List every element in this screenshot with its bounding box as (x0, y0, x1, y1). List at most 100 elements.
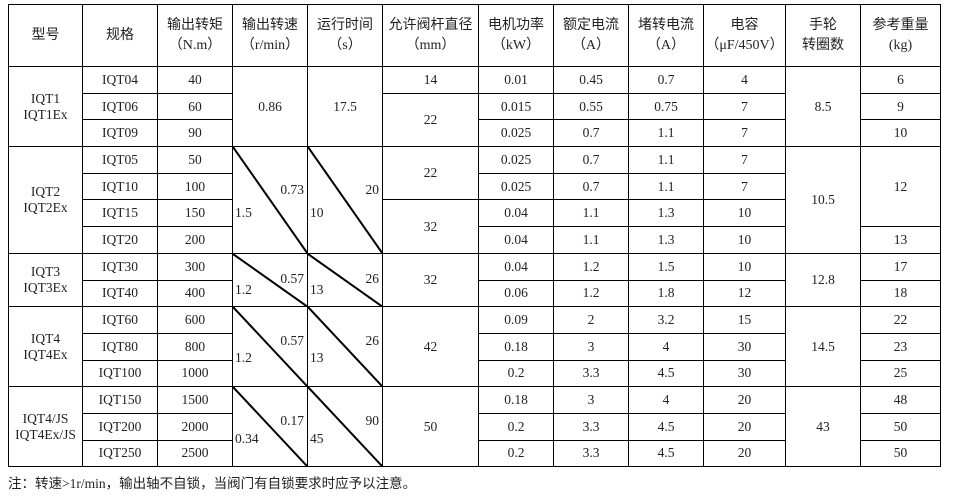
stall-current-cell: 1.1 (628, 172, 704, 201)
model-cell: IQT3 IQT3Ex (8, 252, 83, 308)
power-cell: 0.04 (478, 252, 554, 281)
capacitor-cell: 10 (703, 199, 786, 228)
diagonal-line (308, 254, 382, 306)
rated-current-cell: 1.1 (553, 226, 629, 254)
header-row: 型号 规格 输出转矩 （N.m） 输出转速 （r/min） 运行时间 （s） 允许阀杆直径 （mm… (8, 4, 941, 67)
stall-current-cell: 4 (628, 386, 704, 414)
weight-cell: 22 (860, 306, 941, 334)
header-model: 型号 (8, 4, 83, 67)
torque-cell: 300 (157, 252, 233, 281)
handwheel-turns-cell: 14.5 (785, 306, 861, 388)
table-row: IQT100 1000 0.2 3.3 4.5 30 25 (9, 359, 941, 388)
stall-current-cell: 1.1 (628, 146, 704, 174)
diameter-cell: 32 (382, 252, 479, 308)
header-weight: 参考重量 (kg) (860, 4, 941, 67)
diagonal-divider (308, 147, 382, 253)
header-label: 型号 (31, 27, 60, 43)
range-high-value: 26 (365, 333, 380, 349)
rated-current-cell: 1.1 (553, 199, 629, 228)
power-cell: 0.06 (478, 279, 554, 308)
power-cell: 0.01 (478, 66, 554, 94)
rated-current-cell: 3 (553, 332, 629, 361)
weight-cell: 50 (860, 412, 941, 441)
header-label: 电容 (730, 17, 759, 33)
weight-cell: 25 (860, 359, 941, 388)
time-cell: 45 90 (307, 386, 383, 468)
specifications-table: 型号 规格 输出转矩 （N.m） 输出转速 （r/min） 运行时间 （s） 允许阀杆直径 （mm… (8, 4, 941, 468)
diagonal-line (308, 147, 382, 253)
range-low-value: 10 (310, 205, 324, 221)
weight-cell: 12 (860, 146, 941, 228)
capacitor-cell: 12 (703, 279, 786, 308)
range-low-value: 13 (310, 282, 324, 298)
stall-current-cell: 4.5 (628, 359, 704, 388)
header-diameter: 允许阀杆直径 （mm） (382, 4, 479, 67)
torque-cell: 800 (157, 332, 233, 361)
header-label: 手轮 (809, 17, 837, 33)
header-label: 允许阀杆直径 (388, 17, 473, 33)
spec-cell: IQT60 (82, 306, 158, 334)
range-low-value: 13 (310, 350, 324, 366)
torque-cell: 1500 (157, 386, 233, 414)
diagonal-divider (233, 307, 307, 386)
capacitor-cell: 7 (703, 119, 786, 148)
table-row: IQT4 IQT4Ex IQT60 600 1.2 0.57 13 26 42 0.09 2 3.2 1… (8, 306, 941, 388)
power-cell: 0.2 (478, 439, 554, 468)
header-capacitor: 电容 （μF/450V） (703, 4, 786, 67)
power-cell: 0.18 (478, 332, 554, 361)
stall-current-cell: 1.3 (628, 199, 704, 228)
footnote: 注：转速>1r/min，输出轴不自锁，当阀门有自锁要求时应予以注意。 (8, 476, 417, 491)
range-high-value: 26 (365, 270, 380, 286)
diagonal-line (233, 147, 307, 253)
spec-cell: IQT250 (82, 439, 158, 468)
rated-current-cell: 2 (553, 306, 629, 334)
rated-current-cell: 3 (553, 386, 629, 414)
handwheel-turns-cell: 43 (785, 386, 861, 468)
rated-current-cell: 0.55 (553, 92, 629, 121)
capacitor-cell: 30 (703, 332, 786, 361)
header-unit: （r/min） (240, 37, 300, 53)
speed-cell: 1.2 0.57 (232, 252, 308, 308)
torque-cell: 40 (157, 66, 233, 94)
capacitor-cell: 20 (703, 412, 786, 441)
header-speed: 输出转速 （r/min） (232, 4, 308, 67)
capacitor-cell: 20 (703, 386, 786, 414)
weight-cell: 48 (860, 386, 941, 414)
range-high-value: 20 (365, 182, 380, 198)
range-high-value: 0.57 (280, 270, 304, 286)
power-cell: 0.025 (478, 119, 554, 148)
model-name: IQT2Ex (23, 199, 68, 215)
rated-current-cell: 3.3 (553, 412, 629, 441)
model-name: IQT2 (30, 183, 61, 199)
handwheel-turns-cell: 8.5 (785, 65, 861, 148)
torque-cell: 200 (157, 226, 233, 254)
weight-cell: 13 (860, 226, 941, 254)
torque-cell: 2000 (157, 412, 233, 441)
model-cell: IQT1 IQT1Ex (8, 65, 83, 148)
spec-cell: IQT30 (82, 252, 158, 281)
header-handwheel-turns: 手轮 转圈数 (785, 4, 861, 67)
header-power: 电机功率 （kW） (478, 4, 554, 67)
stall-current-cell: 4 (628, 332, 704, 361)
range-low-value: 1.2 (235, 282, 252, 298)
rated-current-cell: 3.3 (553, 359, 629, 388)
stall-current-cell: 0.7 (628, 66, 704, 94)
header-label: 规格 (106, 27, 134, 43)
diagonal-divider (233, 387, 307, 466)
header-unit: （A） (571, 37, 611, 53)
power-cell: 0.2 (478, 412, 554, 441)
model-name: IQT4/JS (22, 410, 69, 426)
table-row: IQT15 150 32 0.04 1.1 1.3 10 (9, 199, 941, 254)
table-row: IQT80 800 0.18 3 4 30 23 (9, 332, 941, 361)
power-cell: 0.04 (478, 226, 554, 254)
spec-cell: IQT05 (82, 146, 158, 174)
spec-cell: IQT200 (82, 412, 158, 441)
diagonal-divider (308, 254, 382, 306)
spec-cell: IQT80 (82, 332, 158, 361)
weight-cell: 6 (860, 66, 941, 94)
stall-current-cell: 3.2 (628, 306, 704, 334)
time-cell: 17.5 (307, 65, 383, 148)
spec-cell: IQT150 (82, 386, 158, 414)
weight-cell: 10 (860, 119, 941, 148)
stall-current-cell: 1.1 (628, 119, 704, 148)
